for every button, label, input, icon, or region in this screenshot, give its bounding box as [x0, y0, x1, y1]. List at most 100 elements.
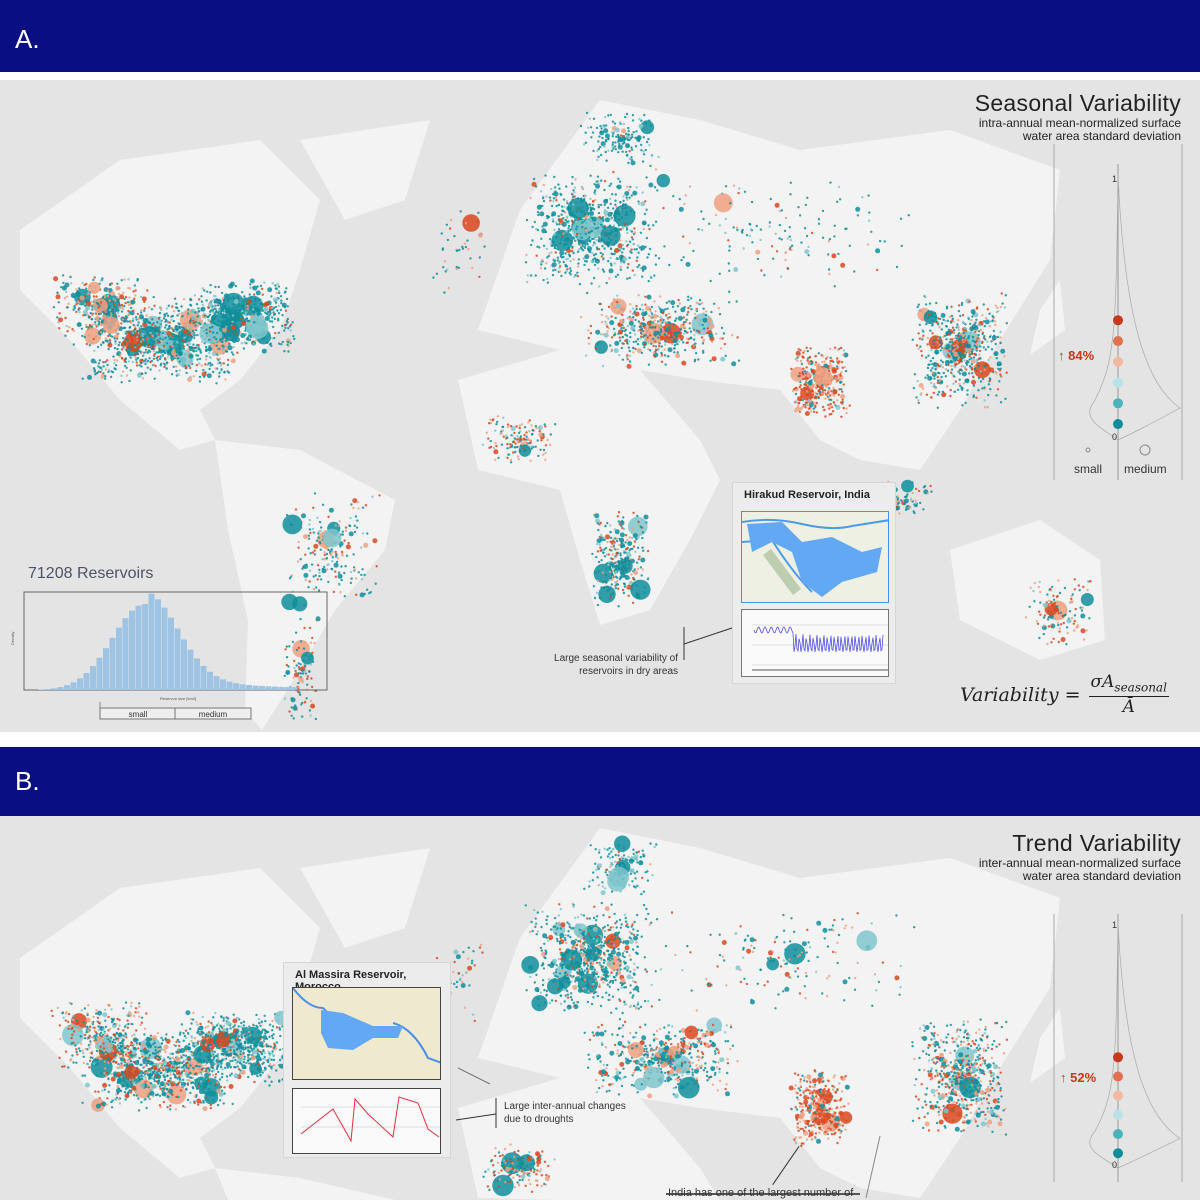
- reservoir-dot: [594, 189, 597, 192]
- reservoir-dot: [448, 227, 452, 230]
- reservoir-dot: [583, 263, 586, 267]
- reservoir-dot: [971, 379, 976, 385]
- reservoir-dot: [643, 343, 647, 346]
- reservoir-dot: [107, 347, 110, 351]
- reservoir-dot: [672, 338, 678, 344]
- reservoir-dot: [124, 360, 128, 364]
- reservoir-dot: [994, 304, 998, 307]
- reservoir-dot: [338, 520, 341, 523]
- reservoir-dot: [641, 265, 647, 271]
- reservoir-dot: [821, 384, 824, 387]
- reservoir-dot: [113, 358, 116, 362]
- reservoir-dot: [610, 349, 613, 353]
- reservoir-dot: [665, 327, 669, 330]
- reservoir-dot: [988, 377, 992, 380]
- reservoir-dot: [100, 373, 106, 379]
- reservoir-dot: [636, 546, 640, 549]
- reservoir-dot: [821, 355, 825, 358]
- reservoir-dot: [1086, 580, 1090, 583]
- reservoir-dot: [149, 343, 152, 347]
- reservoir-dot: [631, 307, 635, 310]
- reservoir-dot: [1065, 643, 1068, 646]
- reservoir-dot: [799, 384, 802, 387]
- reservoir-dot: [208, 330, 212, 333]
- reservoir-dot: [506, 442, 509, 446]
- reservoir-dot: [544, 174, 547, 177]
- reservoir-dot: [641, 568, 644, 571]
- reservoir-dot: [604, 217, 610, 223]
- reservoir-dot: [626, 354, 629, 357]
- reservoir-dot: [617, 520, 620, 523]
- reservoir-dot: [226, 363, 230, 367]
- reservoir-dot: [134, 334, 137, 337]
- reservoir-dot: [589, 211, 595, 216]
- reservoir-dot: [192, 343, 195, 346]
- reservoir-dot: [932, 391, 935, 395]
- reservoir-dot: [354, 515, 358, 518]
- reservoir-dot: [531, 225, 534, 229]
- reservoir-dot: [617, 218, 621, 221]
- reservoir-dot: [670, 300, 676, 306]
- reservoir-dot: [1059, 603, 1063, 606]
- reservoir-dot: [555, 199, 558, 202]
- reservoir-dot: [271, 337, 274, 340]
- reservoir-dot: [318, 575, 321, 578]
- reservoir-dot: [990, 340, 993, 343]
- reservoir-dot: [632, 511, 635, 514]
- reservoir-dot: [151, 334, 154, 338]
- reservoir-dot: [200, 319, 203, 322]
- reservoir-dot: [799, 407, 802, 410]
- reservoir-dot: [983, 406, 987, 409]
- reservoir-dot: [360, 573, 363, 577]
- reservoir-dot: [609, 247, 613, 251]
- reservoir-dot: [242, 312, 245, 315]
- reservoir-dot: [959, 368, 963, 371]
- reservoir-dot: [1050, 613, 1054, 616]
- reservoir-dot: [607, 259, 610, 263]
- reservoir-dot: [936, 375, 939, 379]
- reservoir-dot: [185, 371, 188, 375]
- reservoir-dot: [204, 358, 208, 361]
- reservoir-dot: [718, 313, 722, 316]
- reservoir-dot: [544, 458, 547, 461]
- reservoir-dot: [152, 295, 155, 299]
- reservoir-dot: [160, 340, 163, 343]
- reservoir-dot: [130, 340, 134, 343]
- reservoir-dot: [630, 236, 634, 239]
- reservoir-dot: [135, 358, 138, 361]
- reservoir-dot: [957, 304, 961, 307]
- reservoir-dot: [614, 340, 620, 346]
- reservoir-dot: [940, 380, 943, 384]
- landmass: [215, 440, 395, 730]
- reservoir-dot: [163, 362, 166, 365]
- reservoir-dot: [178, 352, 181, 356]
- reservoir-dot: [630, 579, 651, 600]
- reservoir-dot: [599, 251, 602, 255]
- reservoir-dot: [141, 334, 144, 338]
- reservoir-dot: [196, 333, 199, 337]
- reservoir-dot: [952, 364, 956, 368]
- reservoir-dot: [625, 240, 628, 243]
- reservoir-dot: [962, 331, 965, 335]
- reservoir-dot: [576, 271, 579, 274]
- reservoir-dot: [449, 218, 453, 222]
- reservoir-dot: [528, 442, 531, 445]
- reservoir-dot: [641, 275, 644, 278]
- reservoir-dot: [710, 340, 714, 344]
- reservoir-dot: [955, 349, 958, 352]
- reservoir-dot: [349, 581, 353, 585]
- reservoir-dot: [973, 365, 976, 368]
- reservoir-dot: [543, 267, 547, 270]
- reservoir-dot: [606, 522, 609, 525]
- reservoir-dot: [337, 573, 343, 579]
- reservoir-dot: [241, 291, 244, 294]
- reservoir-dot: [357, 507, 360, 510]
- reservoir-dot: [814, 361, 818, 364]
- reservoir-dot: [283, 324, 287, 327]
- reservoir-dot: [280, 343, 283, 346]
- reservoir-dot: [224, 339, 228, 343]
- reservoir-dot: [956, 346, 959, 349]
- reservoir-dot: [198, 298, 201, 301]
- reservoir-dot: [135, 364, 139, 367]
- reservoir-dot: [147, 306, 151, 309]
